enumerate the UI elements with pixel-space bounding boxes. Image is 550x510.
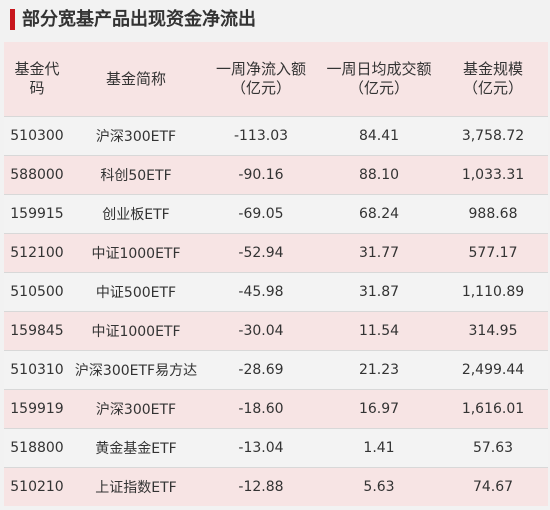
table-row: 518800 黄金基金ETF -13.04 1.41 57.63 <box>4 428 548 468</box>
cell-fund-scale: 1,033.31 <box>438 155 548 195</box>
cell-fund-code: 510500 <box>4 272 70 312</box>
header-net-inflow-line1: 一周净流入额 <box>215 60 306 78</box>
table-row: 512100 中证1000ETF -52.94 31.77 577.17 <box>4 233 548 273</box>
cell-fund-scale: 57.63 <box>438 428 548 468</box>
cell-avg-turnover: 88.10 <box>320 155 438 195</box>
fund-outflow-table: 基金代 码 基金简称 一周净流入额 （亿元） 一周日均成交额 （亿元） 基金规模… <box>4 42 548 506</box>
cell-avg-turnover: 31.77 <box>320 233 438 273</box>
cell-net-inflow: -52.94 <box>202 233 320 273</box>
cell-fund-code: 518800 <box>4 428 70 468</box>
cell-fund-code: 159919 <box>4 389 70 429</box>
header-net-inflow-line2: （亿元） <box>230 79 291 97</box>
cell-fund-name: 中证500ETF <box>70 272 202 312</box>
cell-fund-name: 创业板ETF <box>70 194 202 234</box>
table-body: 510300 沪深300ETF -113.03 84.41 3,758.72 5… <box>4 116 548 506</box>
header-fund-scale-line1: 基金规模 <box>462 60 523 78</box>
cell-avg-turnover: 1.41 <box>320 428 438 468</box>
cell-net-inflow: -45.98 <box>202 272 320 312</box>
cell-avg-turnover: 68.24 <box>320 194 438 234</box>
cell-fund-code: 510310 <box>4 350 70 390</box>
cell-net-inflow: -13.04 <box>202 428 320 468</box>
cell-fund-name: 沪深300ETF易方达 <box>70 350 202 390</box>
cell-fund-code: 159845 <box>4 311 70 351</box>
header-row: 基金代 码 基金简称 一周净流入额 （亿元） 一周日均成交额 （亿元） 基金规模… <box>4 42 548 117</box>
table-row: 510310 沪深300ETF易方达 -28.69 21.23 2,499.44 <box>4 350 548 390</box>
header-fund-name: 基金简称 <box>70 42 202 117</box>
header-fund-scale: 基金规模 （亿元） <box>438 42 548 117</box>
cell-fund-name: 黄金基金ETF <box>70 428 202 468</box>
cell-fund-name: 沪深300ETF <box>70 116 202 156</box>
header-fund-code-line2: 码 <box>29 79 45 97</box>
cell-fund-name: 中证1000ETF <box>70 311 202 351</box>
header-fund-code-line1: 基金代 <box>14 60 60 78</box>
cell-net-inflow: -12.88 <box>202 467 320 506</box>
cell-fund-scale: 577.17 <box>438 233 548 273</box>
cell-fund-code: 510300 <box>4 116 70 156</box>
title-accent-bar <box>10 9 15 30</box>
cell-avg-turnover: 84.41 <box>320 116 438 156</box>
table-row: 588000 科创50ETF -90.16 88.10 1,033.31 <box>4 155 548 195</box>
cell-fund-name: 上证指数ETF <box>70 467 202 506</box>
cell-fund-name: 中证1000ETF <box>70 233 202 273</box>
cell-fund-scale: 1,110.89 <box>438 272 548 312</box>
cell-fund-scale: 314.95 <box>438 311 548 351</box>
title-bar: 部分宽基产品出现资金净流出 <box>0 0 550 40</box>
header-avg-turnover: 一周日均成交额 （亿元） <box>320 42 438 117</box>
table-row: 159845 中证1000ETF -30.04 11.54 314.95 <box>4 311 548 351</box>
cell-net-inflow: -69.05 <box>202 194 320 234</box>
cell-fund-code: 512100 <box>4 233 70 273</box>
table-row: 159915 创业板ETF -69.05 68.24 988.68 <box>4 194 548 234</box>
cell-avg-turnover: 31.87 <box>320 272 438 312</box>
page-title: 部分宽基产品出现资金净流出 <box>22 9 256 30</box>
header-avg-turnover-line1: 一周日均成交额 <box>326 60 432 78</box>
table-row: 159919 沪深300ETF -18.60 16.97 1,616.01 <box>4 389 548 429</box>
cell-net-inflow: -90.16 <box>202 155 320 195</box>
cell-avg-turnover: 11.54 <box>320 311 438 351</box>
cell-fund-name: 科创50ETF <box>70 155 202 195</box>
header-fund-code: 基金代 码 <box>4 42 70 117</box>
cell-avg-turnover: 16.97 <box>320 389 438 429</box>
cell-avg-turnover: 5.63 <box>320 467 438 506</box>
cell-fund-scale: 2,499.44 <box>438 350 548 390</box>
cell-fund-name: 沪深300ETF <box>70 389 202 429</box>
cell-net-inflow: -18.60 <box>202 389 320 429</box>
table-row: 510300 沪深300ETF -113.03 84.41 3,758.72 <box>4 116 548 156</box>
cell-fund-code: 510210 <box>4 467 70 506</box>
cell-fund-code: 159915 <box>4 194 70 234</box>
table-row: 510500 中证500ETF -45.98 31.87 1,110.89 <box>4 272 548 312</box>
header-fund-scale-line2: （亿元） <box>462 79 523 97</box>
cell-fund-scale: 988.68 <box>438 194 548 234</box>
header-avg-turnover-line2: （亿元） <box>348 79 409 97</box>
header-fund-name-line1: 基金简称 <box>105 69 166 88</box>
cell-avg-turnover: 21.23 <box>320 350 438 390</box>
cell-fund-scale: 3,758.72 <box>438 116 548 156</box>
cell-fund-scale: 1,616.01 <box>438 389 548 429</box>
cell-net-inflow: -28.69 <box>202 350 320 390</box>
cell-fund-code: 588000 <box>4 155 70 195</box>
header-net-inflow: 一周净流入额 （亿元） <box>202 42 320 117</box>
cell-net-inflow: -30.04 <box>202 311 320 351</box>
cell-fund-scale: 74.67 <box>438 467 548 506</box>
table-row: 510210 上证指数ETF -12.88 5.63 74.67 <box>4 467 548 506</box>
cell-net-inflow: -113.03 <box>202 116 320 156</box>
table-header: 基金代 码 基金简称 一周净流入额 （亿元） 一周日均成交额 （亿元） 基金规模… <box>4 42 548 117</box>
